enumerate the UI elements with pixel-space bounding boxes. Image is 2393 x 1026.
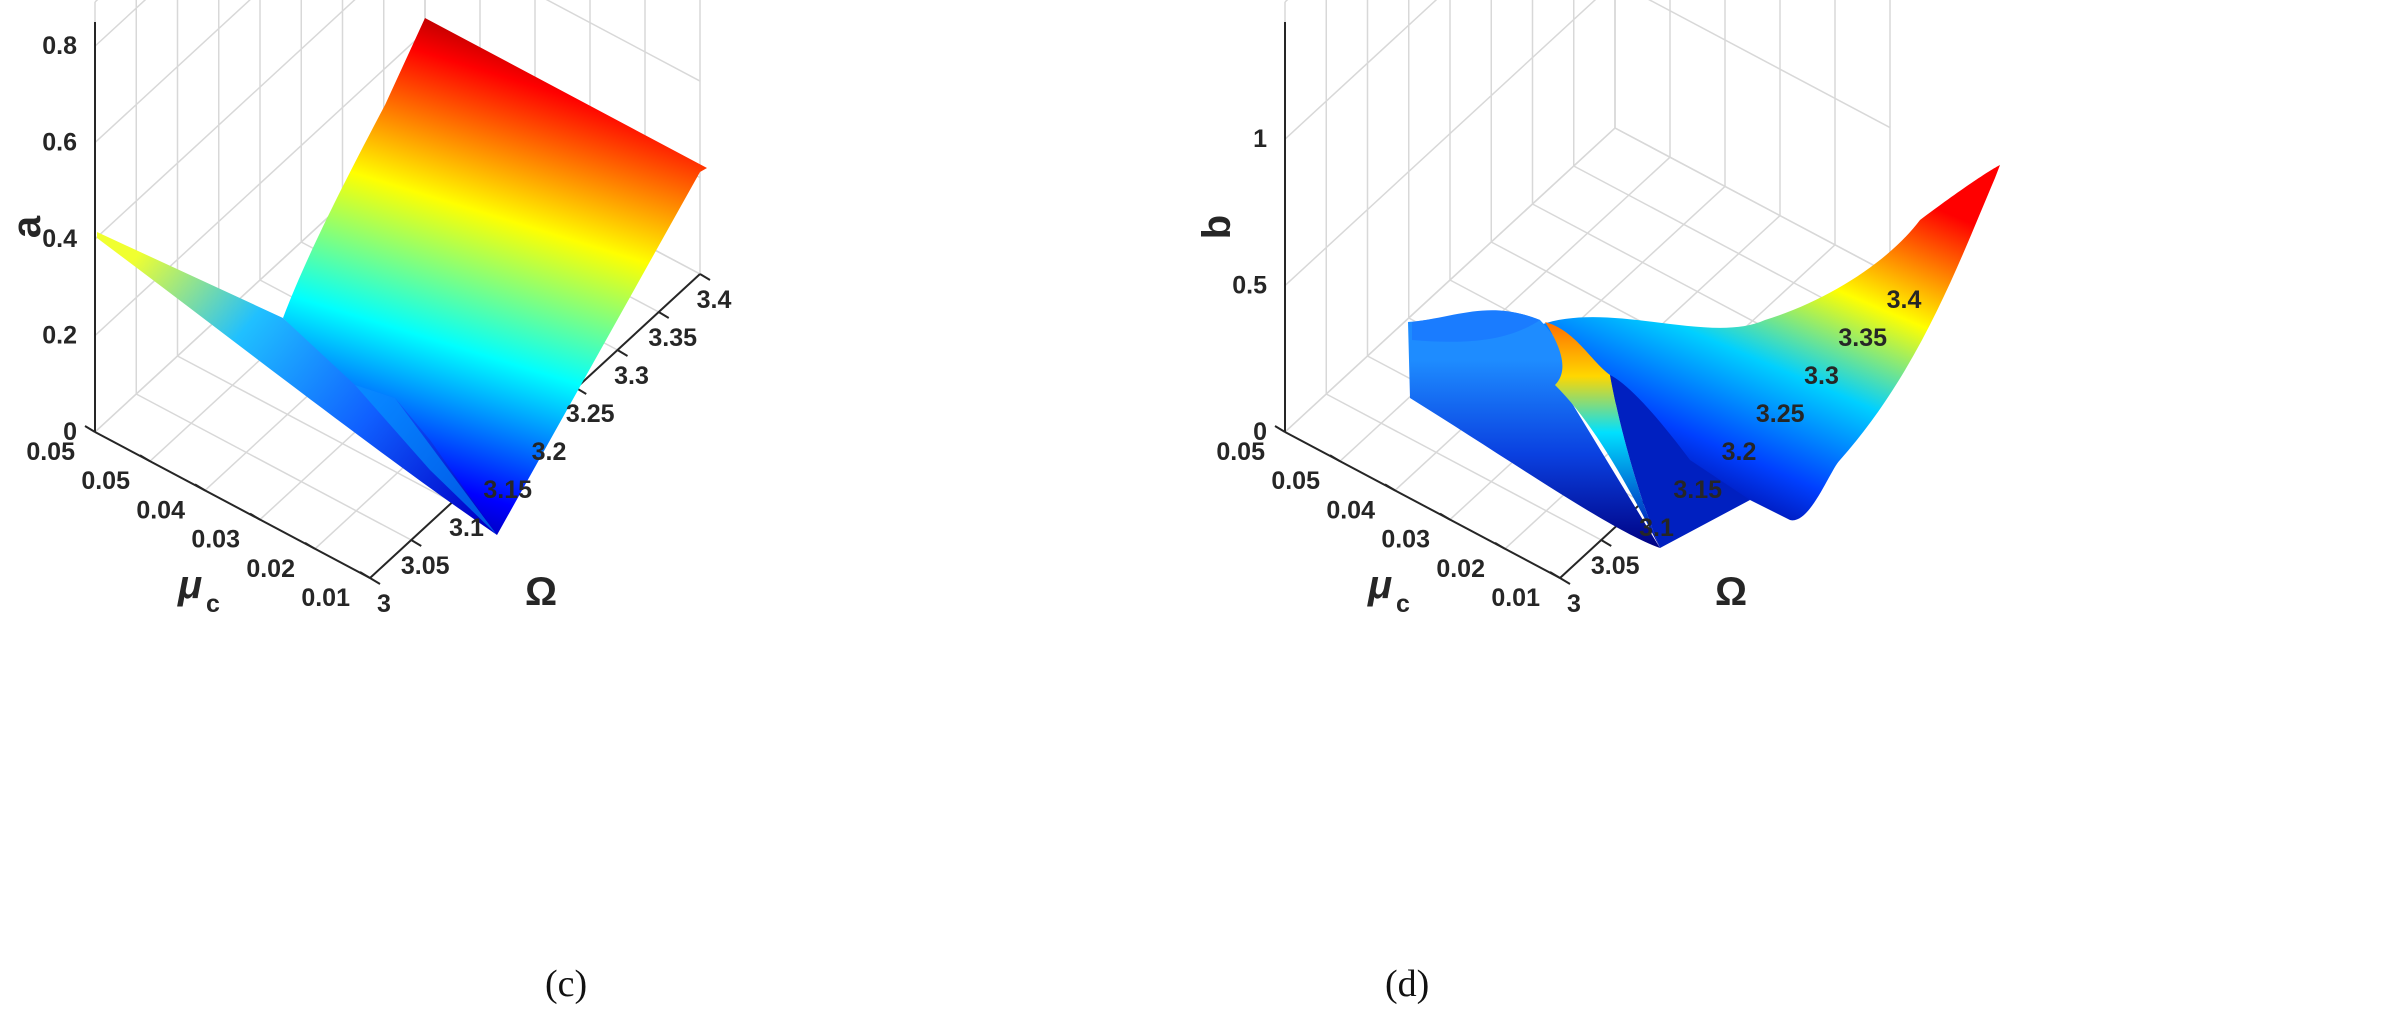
z-tick-label: 0.4: [42, 225, 77, 253]
mu-tick-label: 0.04: [1326, 496, 1375, 524]
wall-grid-z: [94, 0, 701, 240]
mu-tick-mark: [359, 571, 371, 579]
omega-tick-mark: [1600, 539, 1612, 547]
mu-tick-label: 0.05: [81, 467, 130, 495]
omega-tick-label: 3.1: [449, 514, 484, 542]
mu-tick-label: 0.01: [1491, 584, 1540, 612]
wall-grid-z: [94, 0, 147, 47]
z-tick-label: 0: [63, 418, 77, 446]
z-tick-label: 0.8: [42, 32, 77, 60]
omega-tick-mark: [658, 311, 670, 319]
panel-caption-c: (c): [545, 963, 588, 1005]
mu-tick-label: 0.05: [26, 438, 75, 466]
mu-tick-mark: [1329, 454, 1341, 463]
surface-svg-c: 00.20.40.60.80.050.050.040.030.020.01 33.…: [5, 0, 731, 618]
z-axis-label: b: [1195, 215, 1239, 239]
mu-tick-mark: [1384, 483, 1396, 492]
mu-tick-mark: [304, 541, 316, 550]
omega-tick-label: 3.3: [614, 362, 649, 390]
mu-axis-label: μ: [177, 563, 202, 607]
omega-tick-mark: [369, 577, 381, 585]
omega-tick-label: 3.4: [697, 286, 732, 314]
omega-tick-label: 3.15: [483, 476, 532, 504]
surface-svg-d: 00.510.050.050.040.030.020.01 33.053.13.1…: [1195, 0, 2000, 618]
mu-tick-mark: [1494, 541, 1506, 550]
floor-grid-omega: [1325, 393, 1602, 541]
omega-tick-label: 3.2: [532, 438, 567, 466]
axis-labels-d: b μ c Ω: [1195, 215, 1747, 618]
mu-tick-label: 0.03: [1381, 526, 1430, 554]
z-tick-label: 0: [1253, 418, 1267, 446]
floor-grid-omega: [1573, 165, 1850, 313]
omega-tick-label: 3: [1567, 590, 1581, 618]
mu-tick-mark: [1549, 571, 1561, 579]
omega-tick-label: 3.35: [648, 324, 697, 352]
surface-c: [97, 18, 707, 535]
omega-tick-label: 3.4: [1887, 286, 1922, 314]
z-tick-label: 0.6: [42, 129, 77, 157]
wall-top-edge: [94, 0, 99, 3]
omega-tick-label: 3.25: [566, 400, 615, 428]
mu-tick-label: 0.01: [301, 584, 350, 612]
surface-trough: [1610, 375, 1750, 548]
mu-axis-label-sub: c: [206, 590, 220, 618]
z-tick-label: 0.5: [1232, 272, 1267, 300]
wall-top-edge: [1284, 0, 1289, 3]
omega-tick-mark: [1559, 577, 1571, 585]
mu-tick-label: 0.05: [1271, 467, 1320, 495]
mu-tick-label: 0.04: [136, 496, 185, 524]
surface-sheet-left: [97, 232, 497, 535]
omega-tick-label: 3.2: [1722, 438, 1757, 466]
surface-plot-c: 0 0.2 0.4 0.6 0.8 0.05 0.05 0.04 0.03 0.02 0.01 3 3.…: [0, 0, 1190, 1026]
z-tick-label: 0.2: [42, 322, 77, 350]
surface-wall: [1408, 310, 1660, 548]
omega-tick-label: 3.05: [401, 552, 450, 580]
wall-grid-z: [1284, 0, 1891, 287]
omega-axis-label: Ω: [525, 570, 557, 614]
wall-grid-z: [1284, 0, 1438, 140]
omega-tick-label: 3.15: [1673, 476, 1722, 504]
omega-tick-mark: [616, 349, 629, 357]
z-tick-label: 1: [1253, 125, 1267, 153]
mu-tick-mark: [194, 483, 206, 492]
wall-grid-z: [1284, 127, 1891, 433]
omega-tick-label: 3.1: [1639, 514, 1674, 542]
mu-tick-label: 0.05: [1216, 438, 1265, 466]
floor-grid-omega: [135, 393, 412, 541]
floor-grid-omega: [177, 355, 453, 503]
mu-tick-mark: [84, 425, 96, 433]
mu-axis-label: μ: [1367, 563, 1392, 607]
mu-tick-mark: [249, 512, 261, 521]
surface-d: [1408, 165, 2000, 548]
surface-wall-top: [1412, 310, 1540, 342]
mu-tick-label: 0.02: [1436, 555, 1485, 583]
mu-tick-label: 0.03: [191, 526, 240, 554]
axis-labels-c: a μ c Ω: [5, 215, 557, 618]
surface-ridge: [1545, 322, 1660, 548]
surface-sheet-right: [283, 18, 707, 535]
z-axis-label: a: [5, 215, 49, 238]
panel-caption-d: (d): [1385, 963, 1430, 1005]
tick-labels-c: 00.20.40.60.80.050.050.040.030.020.01 33.…: [26, 32, 731, 618]
mu-tick-mark: [1274, 425, 1286, 433]
floor-grid-mu: [1339, 156, 1671, 462]
mu-tick-mark: [1439, 512, 1451, 521]
omega-axis-label: Ω: [1715, 570, 1747, 614]
omega-tick-mark: [410, 539, 422, 547]
omega-tick-label: 3.3: [1804, 362, 1839, 390]
omega-tick-label: 3.35: [1838, 324, 1887, 352]
mu-tick-label: 0.02: [246, 555, 295, 583]
mu-tick-mark: [139, 454, 151, 463]
omega-tick-label: 3.25: [1756, 400, 1805, 428]
tick-labels-d: 00.510.050.050.040.030.020.01 33.053.13.1…: [1216, 125, 1921, 618]
omega-tick-mark: [699, 273, 711, 281]
mu-axis-label-sub: c: [1396, 590, 1410, 618]
omega-tick-label: 3.05: [1591, 552, 1640, 580]
surface-fold: [355, 385, 497, 535]
surface-plot-d: 0 0.5 1 0.05 0.05 0.04 0.03 0.02 0.01 3 3.05 3.1 3.1…: [1190, 0, 2393, 1026]
wall-grid-z: [94, 0, 251, 144]
omega-tick-label: 3: [377, 590, 391, 618]
